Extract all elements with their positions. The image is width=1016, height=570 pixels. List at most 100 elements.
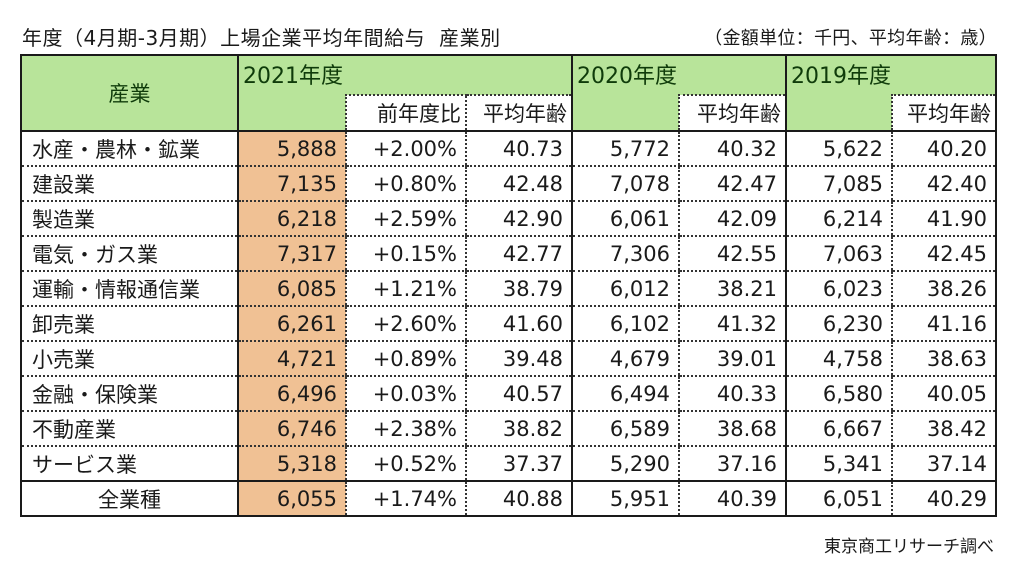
salary-2020: 5,290 xyxy=(571,446,679,482)
avg-age-2021: 41.60 xyxy=(465,306,572,342)
yoy-change: +0.80% xyxy=(345,166,466,202)
avg-age-2019: 38.26 xyxy=(891,271,997,307)
column-header-2021: 2021年度 xyxy=(237,54,572,95)
yoy-change: +2.59% xyxy=(345,201,466,237)
avg-age-2021: 39.48 xyxy=(465,341,572,377)
industry-name-total: 全業種 xyxy=(20,480,239,517)
table-row: 製造業 6,218 +2.59% 42.90 6,061 42.09 6,214… xyxy=(20,201,997,237)
salary-2019: 6,667 xyxy=(785,411,892,447)
avg-age-2019: 41.90 xyxy=(891,201,997,237)
avg-age-2020: 38.68 xyxy=(678,411,786,447)
avg-age-2021: 42.48 xyxy=(465,166,572,202)
page-title: 年度（4月期-3月期）上場企業平均年間給与 産業別 xyxy=(22,22,501,51)
column-header-2020: 2020年度 xyxy=(571,54,786,95)
unit-note: （金額単位：千円、平均年齢：歳） xyxy=(704,28,997,49)
salary-2019: 7,085 xyxy=(785,166,892,202)
salary-2021: 5,888 xyxy=(238,131,346,167)
industry-name: 卸売業 xyxy=(20,306,239,342)
avg-age-2019: 40.05 xyxy=(891,376,997,412)
avg-age-2019: 42.45 xyxy=(891,236,997,272)
avg-age-2019: 38.42 xyxy=(891,411,997,447)
avg-age-2020: 38.21 xyxy=(678,271,786,307)
industry-name: 金融・保険業 xyxy=(20,376,239,412)
avg-age-2020: 42.47 xyxy=(678,166,786,202)
yoy-change: +0.89% xyxy=(345,341,466,377)
avg-age-2019: 42.40 xyxy=(891,166,997,202)
salary-2019: 4,758 xyxy=(785,341,892,377)
salary-table: 産業 2021年度 2020年度 2019年度 前年度比 平均年齢 平均年齢 平… xyxy=(20,54,997,517)
salary-2020: 6,102 xyxy=(571,306,679,342)
avg-age-2021: 40.57 xyxy=(465,376,572,412)
industry-name: 水産・農林・鉱業 xyxy=(20,131,239,167)
industry-name: サービス業 xyxy=(20,446,239,482)
avg-age-2020-total: 40.39 xyxy=(678,480,786,517)
avg-age-2021: 40.73 xyxy=(465,131,572,167)
salary-2019: 5,341 xyxy=(785,446,892,482)
industry-name: 運輸・情報通信業 xyxy=(20,271,239,307)
salary-2020-total: 5,951 xyxy=(571,480,679,517)
table-row: サービス業 5,318 +0.52% 37.37 5,290 37.16 5,3… xyxy=(20,446,997,482)
header-row-years: 産業 2021年度 2020年度 2019年度 xyxy=(20,54,997,132)
yoy-change: +2.60% xyxy=(345,306,466,342)
salary-2019: 7,063 xyxy=(785,236,892,272)
avg-age-2021: 38.79 xyxy=(465,271,572,307)
salary-2020: 6,061 xyxy=(571,201,679,237)
title-main: 年度（4月期-3月期）上場企業平均年間給与 xyxy=(22,26,426,50)
salary-2021-total: 6,055 xyxy=(238,480,346,517)
salary-2021: 6,496 xyxy=(238,376,346,412)
salary-2019: 5,622 xyxy=(785,131,892,167)
salary-2020: 6,494 xyxy=(571,376,679,412)
avg-age-2020: 42.55 xyxy=(678,236,786,272)
salary-2020: 4,679 xyxy=(571,341,679,377)
subheader-2021-age: 平均年齢 xyxy=(465,94,572,132)
avg-age-2019: 40.20 xyxy=(891,131,997,167)
salary-2020: 7,078 xyxy=(571,166,679,202)
subheader-2019-age: 平均年齢 xyxy=(891,94,997,132)
header-row-sub: 前年度比 平均年齢 平均年齢 平均年齢 xyxy=(21,94,997,132)
salary-2020: 6,012 xyxy=(571,271,679,307)
salary-2021: 6,218 xyxy=(238,201,346,237)
salary-2021: 6,261 xyxy=(238,306,346,342)
salary-2021: 7,135 xyxy=(238,166,346,202)
table-row: 卸売業 6,261 +2.60% 41.60 6,102 41.32 6,230… xyxy=(20,306,997,342)
salary-2021: 4,721 xyxy=(238,341,346,377)
avg-age-2019: 41.16 xyxy=(891,306,997,342)
yoy-change: +0.03% xyxy=(345,376,466,412)
subheader-2019-amount xyxy=(785,95,892,132)
avg-age-2019-total: 40.29 xyxy=(891,480,997,517)
avg-age-2020: 39.01 xyxy=(678,341,786,377)
avg-age-2020: 37.16 xyxy=(678,446,786,482)
table-row: 運輸・情報通信業 6,085 +1.21% 38.79 6,012 38.21 … xyxy=(20,271,997,307)
salary-2020: 6,589 xyxy=(571,411,679,447)
table-row: 水産・農林・鉱業 5,888 +2.00% 40.73 5,772 40.32 … xyxy=(20,131,997,167)
industry-name: 不動産業 xyxy=(20,411,239,447)
yoy-change: +2.00% xyxy=(345,131,466,167)
yoy-change: +1.21% xyxy=(345,271,466,307)
industry-name: 小売業 xyxy=(20,341,239,377)
table-row: 電気・ガス業 7,317 +0.15% 42.77 7,306 42.55 7,… xyxy=(20,236,997,272)
column-header-industry: 産業 xyxy=(20,54,239,132)
avg-age-2020: 40.33 xyxy=(678,376,786,412)
yoy-change: +0.52% xyxy=(345,446,466,482)
yoy-change: +0.15% xyxy=(345,236,466,272)
industry-name: 建設業 xyxy=(20,166,239,202)
table-row: 金融・保険業 6,496 +0.03% 40.57 6,494 40.33 6,… xyxy=(20,376,997,412)
avg-age-2019: 37.14 xyxy=(891,446,997,482)
table-row-total: 全業種 6,055 +1.74% 40.88 5,951 40.39 6,051… xyxy=(20,480,997,517)
table-row: 小売業 4,721 +0.89% 39.48 4,679 39.01 4,758… xyxy=(20,341,997,377)
salary-2019: 6,580 xyxy=(785,376,892,412)
avg-age-2021: 42.77 xyxy=(465,236,572,272)
avg-age-2021: 42.90 xyxy=(465,201,572,237)
avg-age-2021: 38.82 xyxy=(465,411,572,447)
salary-2021: 7,317 xyxy=(238,236,346,272)
subheader-2020-amount xyxy=(571,95,679,132)
salary-2019: 6,023 xyxy=(785,271,892,307)
subheader-2021-amount xyxy=(237,95,346,132)
salary-2021: 6,746 xyxy=(238,411,346,447)
avg-age-2021-total: 40.88 xyxy=(465,480,572,517)
yoy-change-total: +1.74% xyxy=(345,480,466,517)
avg-age-2020: 41.32 xyxy=(678,306,786,342)
industry-name: 製造業 xyxy=(20,201,239,237)
avg-age-2020: 40.32 xyxy=(678,131,786,167)
salary-2020: 5,772 xyxy=(571,131,679,167)
